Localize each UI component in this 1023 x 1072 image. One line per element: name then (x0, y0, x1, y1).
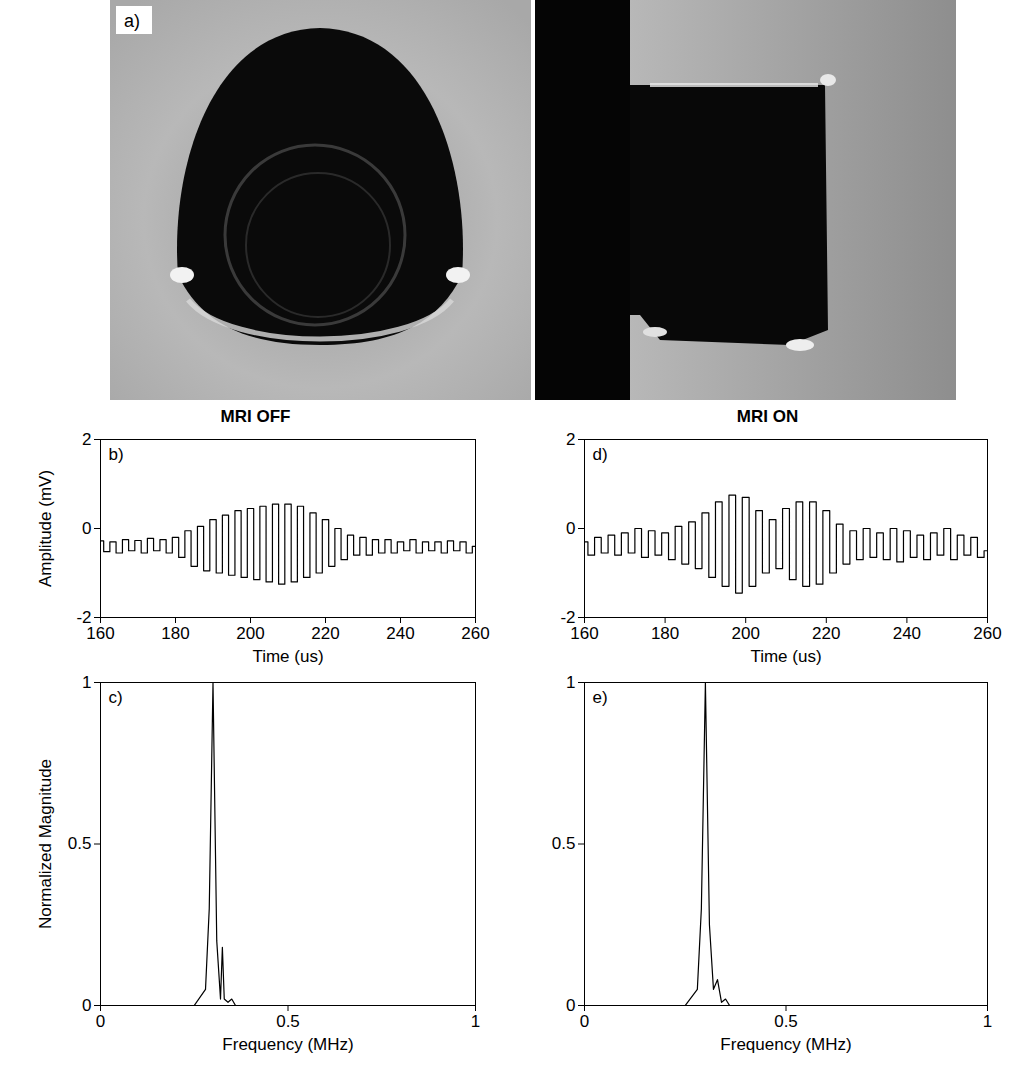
svg-text:180: 180 (161, 624, 189, 643)
svg-text:240: 240 (893, 624, 921, 643)
svg-text:b): b) (109, 445, 124, 464)
svg-text:Frequency (MHz): Frequency (MHz) (720, 1035, 851, 1054)
svg-text:0: 0 (96, 1012, 105, 1031)
html-text:MRI OFF: MRI OFF (220, 407, 291, 426)
svg-text:200: 200 (236, 624, 264, 643)
svg-text:Amplitude (mV): Amplitude (mV) (36, 470, 55, 587)
svg-text:0: 0 (566, 996, 575, 1015)
svg-text:Time (us): Time (us) (252, 647, 323, 666)
svg-text:e): e) (593, 688, 608, 707)
svg-text:0: 0 (82, 996, 91, 1015)
svg-text:a): a) (124, 11, 140, 31)
svg-text:Frequency (MHz): Frequency (MHz) (222, 1035, 353, 1054)
svg-text:0: 0 (566, 519, 575, 538)
svg-text:260: 260 (973, 624, 1001, 643)
svg-text:-2: -2 (76, 607, 92, 627)
svg-text:2: 2 (82, 430, 91, 449)
svg-text:0: 0 (82, 519, 91, 538)
svg-text:2: 2 (566, 430, 575, 449)
html-text:MRI ON: MRI ON (736, 407, 799, 426)
svg-text:220: 220 (311, 624, 339, 643)
svg-text:0.5: 0.5 (68, 834, 92, 853)
svg-text:1: 1 (566, 673, 575, 692)
svg-text:160: 160 (570, 624, 598, 643)
svg-text:Time (us): Time (us) (750, 647, 821, 666)
svg-text:1: 1 (471, 1012, 480, 1031)
svg-text:1: 1 (82, 673, 91, 692)
svg-text:200: 200 (732, 624, 760, 643)
svg-text:d): d) (593, 445, 608, 464)
svg-text:160: 160 (86, 624, 114, 643)
svg-text:Normalized Magnitude: Normalized Magnitude (36, 759, 55, 929)
svg-text:-2: -2 (560, 607, 576, 627)
svg-text:0.5: 0.5 (276, 1012, 300, 1031)
svg-text:0: 0 (580, 1012, 589, 1031)
svg-text:260: 260 (461, 624, 489, 643)
svg-text:1: 1 (983, 1012, 992, 1031)
svg-text:0.5: 0.5 (552, 834, 576, 853)
svg-text:180: 180 (651, 624, 679, 643)
svg-text:c): c) (109, 688, 123, 707)
svg-text:220: 220 (812, 624, 840, 643)
svg-text:0.5: 0.5 (774, 1012, 798, 1031)
svg-text:240: 240 (386, 624, 414, 643)
